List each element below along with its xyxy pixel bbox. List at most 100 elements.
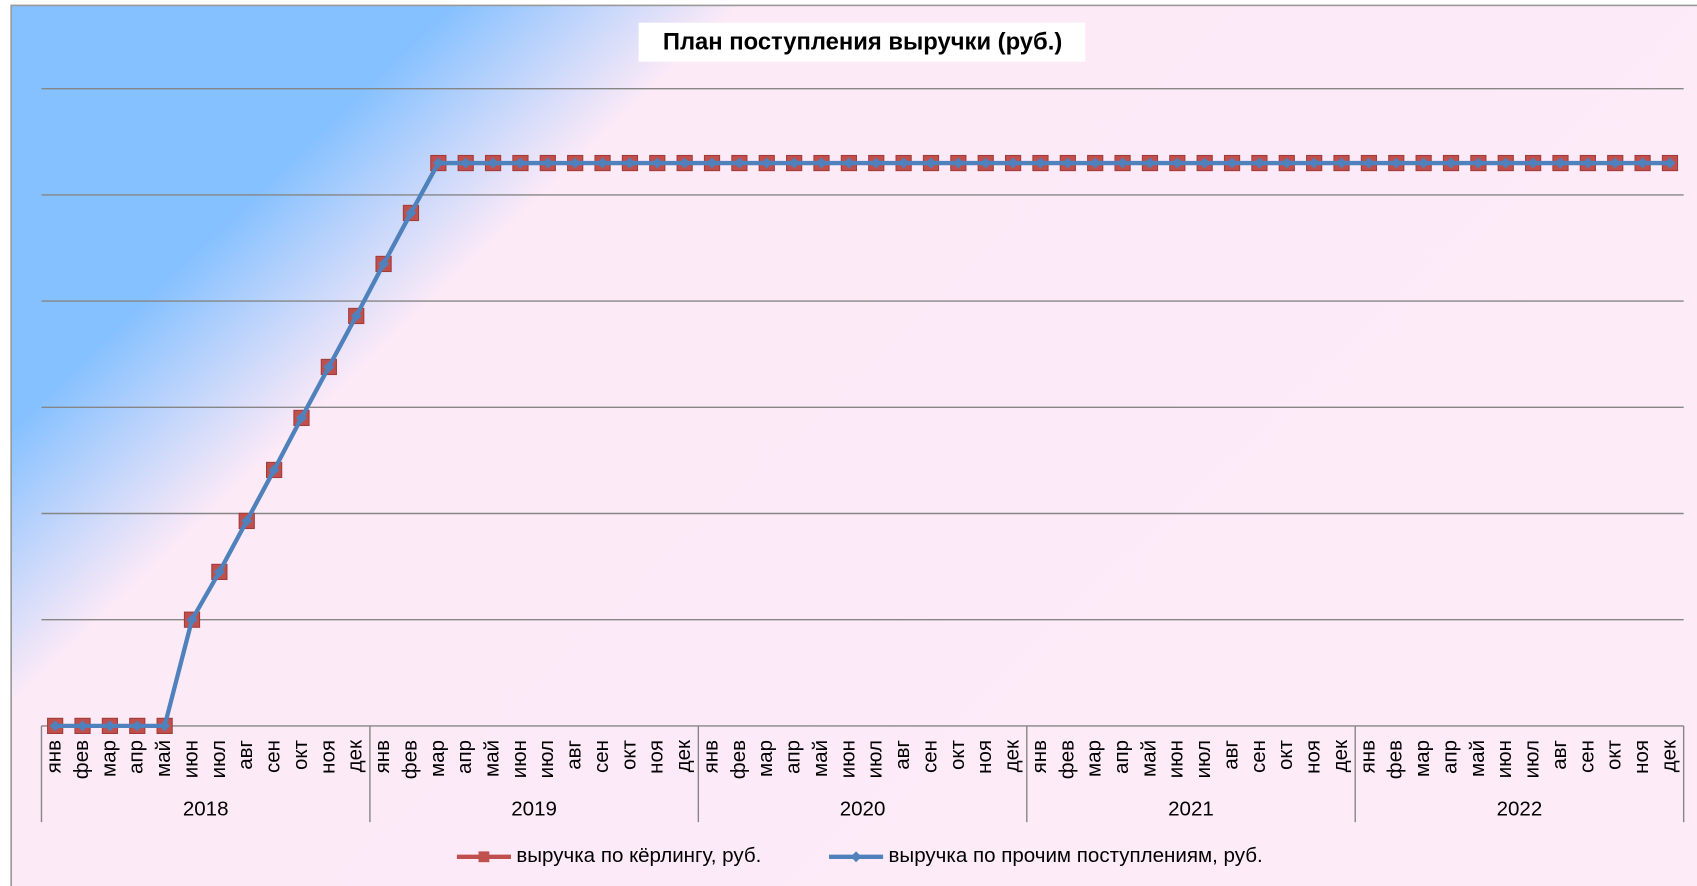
x-tick-label: дек bbox=[344, 739, 367, 772]
point-marker bbox=[1336, 157, 1347, 169]
point-marker bbox=[432, 157, 444, 169]
point-marker bbox=[460, 157, 472, 169]
point-marker bbox=[733, 157, 745, 169]
x-tick-label: апр bbox=[1110, 740, 1133, 774]
point-marker bbox=[159, 720, 171, 732]
x-tick-label: авг bbox=[234, 740, 257, 770]
x-tick-label: мар bbox=[426, 740, 449, 777]
point-marker bbox=[49, 720, 61, 732]
point-marker bbox=[761, 157, 773, 169]
x-tick-label: янв bbox=[43, 740, 66, 773]
x-tick-label: сен bbox=[918, 740, 941, 773]
chart-background bbox=[10, 4, 1697, 886]
point-marker bbox=[569, 157, 581, 169]
x-tick-label: фев bbox=[1055, 740, 1078, 779]
point-marker bbox=[186, 614, 198, 626]
x-tick-label: ноя bbox=[1302, 740, 1325, 774]
x-tick-label: авг bbox=[1548, 740, 1571, 770]
x-tick-label: фев bbox=[727, 740, 750, 779]
legend-marker bbox=[478, 851, 490, 863]
x-tick-label: июн bbox=[508, 740, 531, 778]
point-marker bbox=[131, 720, 143, 732]
legend-marker bbox=[850, 851, 862, 863]
point-marker bbox=[405, 207, 417, 219]
group-label: 2021 bbox=[1168, 798, 1214, 821]
point-marker bbox=[898, 157, 910, 169]
point-marker bbox=[952, 157, 964, 169]
x-tick-label: ноя bbox=[316, 740, 339, 774]
x-tick-label: ноя bbox=[645, 740, 668, 774]
point-marker bbox=[542, 157, 554, 169]
x-tick-label: мар bbox=[754, 740, 777, 777]
point-marker bbox=[1555, 157, 1566, 169]
point-marker bbox=[1117, 157, 1128, 169]
x-tick-label: апр bbox=[125, 740, 148, 774]
point-marker bbox=[1035, 157, 1046, 169]
x-tick-label: июл bbox=[207, 740, 230, 778]
group-label: 2020 bbox=[840, 798, 886, 821]
x-tick-label: сен bbox=[262, 740, 285, 773]
point-marker bbox=[1254, 157, 1265, 169]
x-tick-label: янв bbox=[371, 740, 394, 773]
x-tick-label: апр bbox=[453, 740, 476, 774]
point-marker bbox=[1007, 157, 1019, 169]
x-tick-label: авг bbox=[891, 740, 914, 770]
x-tick-label: июл bbox=[864, 740, 887, 778]
legend-label: выручка по прочим поступлениям, руб. bbox=[889, 844, 1263, 867]
point-marker bbox=[515, 157, 526, 169]
x-tick-label: янв bbox=[699, 740, 722, 773]
point-marker bbox=[1582, 157, 1594, 169]
point-marker bbox=[843, 157, 855, 169]
point-marker bbox=[597, 157, 608, 169]
point-marker bbox=[213, 566, 225, 578]
point-marker bbox=[925, 157, 937, 169]
point-marker bbox=[1199, 157, 1211, 169]
point-marker bbox=[788, 157, 800, 169]
x-tick-label: сен bbox=[1575, 740, 1598, 773]
x-tick-label: янв bbox=[1028, 740, 1051, 773]
group-label: 2018 bbox=[183, 798, 229, 821]
x-tick-label: сен bbox=[1247, 740, 1270, 773]
point-marker bbox=[706, 157, 718, 169]
point-marker bbox=[870, 157, 882, 169]
point-marker bbox=[268, 464, 280, 476]
x-tick-label: ноя bbox=[1630, 740, 1653, 774]
point-marker bbox=[77, 720, 88, 732]
title-box bbox=[638, 22, 1086, 62]
x-tick-label: окт bbox=[946, 739, 969, 770]
x-tick-label: июн bbox=[1165, 740, 1188, 778]
x-tick-label: фев bbox=[398, 740, 421, 779]
x-tick-label: апр bbox=[1438, 740, 1461, 774]
x-tick-label: мар bbox=[97, 740, 120, 777]
x-tick-label: фев bbox=[1384, 740, 1407, 779]
x-tick-label: окт bbox=[1274, 739, 1297, 770]
x-tick-label: мар bbox=[1411, 740, 1434, 777]
point-marker bbox=[378, 258, 390, 270]
x-tick-label: июл bbox=[535, 740, 558, 778]
point-marker bbox=[1609, 157, 1621, 169]
x-tick-label: окт bbox=[617, 739, 640, 770]
x-tick-label: окт bbox=[1603, 739, 1626, 770]
x-tick-label: июн bbox=[179, 740, 202, 778]
point-marker bbox=[1637, 157, 1649, 169]
x-tick-label: июн bbox=[1493, 740, 1516, 778]
x-tick-label: июл bbox=[1192, 740, 1215, 778]
x-tick-label: май bbox=[1466, 740, 1489, 777]
point-marker bbox=[679, 157, 691, 169]
chart-title: План поступления выручки (руб.) bbox=[663, 29, 1062, 56]
x-tick-label: янв bbox=[1356, 740, 1379, 773]
point-marker bbox=[816, 157, 827, 169]
x-tick-label: мар bbox=[1083, 740, 1106, 777]
x-tick-label: фев bbox=[70, 740, 93, 779]
legend-label: выручка по кёрлингу, руб. bbox=[516, 844, 761, 867]
point-marker bbox=[980, 157, 992, 169]
point-marker bbox=[323, 361, 335, 373]
x-tick-label: авг bbox=[1219, 740, 1242, 770]
point-marker bbox=[1226, 157, 1238, 169]
point-marker bbox=[1445, 157, 1457, 169]
point-marker bbox=[487, 157, 499, 169]
x-tick-label: май bbox=[152, 740, 175, 777]
point-marker bbox=[1390, 157, 1402, 169]
